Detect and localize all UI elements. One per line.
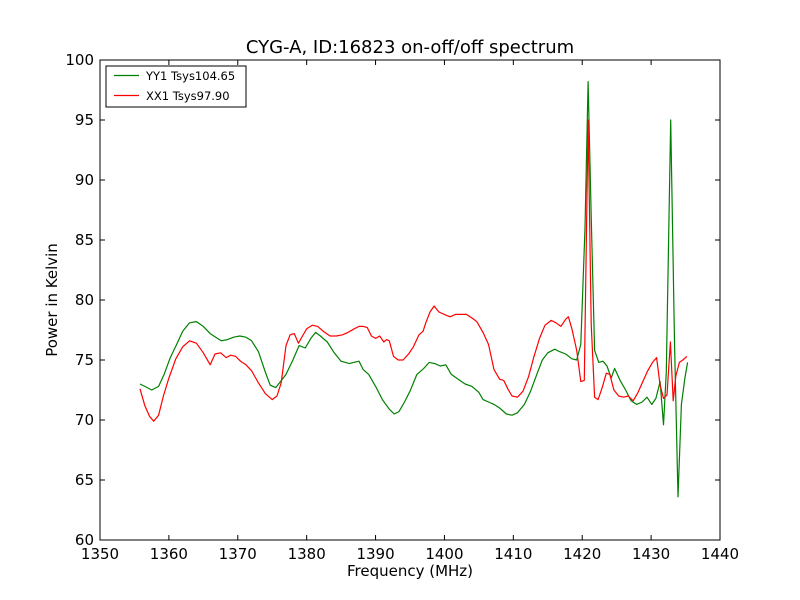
x-tick-label: 1440 — [701, 545, 739, 563]
legend-label-yy1: YY1 Tsys104.65 — [145, 69, 235, 83]
y-axis-label: Power in Kelvin — [43, 243, 61, 357]
x-tick-label: 1410 — [494, 545, 532, 563]
x-tick-label: 1390 — [356, 545, 394, 563]
y-tick-label: 100 — [65, 51, 94, 69]
x-tick-label: 1380 — [288, 545, 326, 563]
legend-box — [105, 65, 247, 108]
x-tick-label: 1400 — [425, 545, 463, 563]
y-tick-label: 85 — [75, 231, 94, 249]
legend-label-xx1: XX1 Tsys97.90 — [146, 89, 230, 103]
y-tick-label: 60 — [75, 531, 94, 549]
chart-title: CYG-A, ID:16823 on-off/off spectrum — [246, 37, 574, 58]
x-axis-label: Frequency (MHz) — [347, 562, 473, 580]
x-tick-label: 1420 — [563, 545, 601, 563]
y-tick-label: 80 — [75, 291, 94, 309]
plot-lines — [139, 80, 689, 498]
plot-area-frame — [99, 59, 721, 541]
y-tick-label: 65 — [75, 471, 94, 489]
axis-ticks: 1350 1360 1370 1380 1390 1400 1410 1420 1430 1440… — [65, 51, 739, 563]
legend: YY1 Tsys104.65 XX1 Tsys97.90 — [105, 65, 247, 108]
y-tick-label: 90 — [75, 171, 94, 189]
y-tick-label: 75 — [75, 351, 94, 369]
x-tick-label: 1370 — [219, 545, 257, 563]
x-tick-label: 1350 — [81, 545, 119, 563]
y-tick-label: 95 — [75, 111, 94, 129]
x-tick-label: 1430 — [632, 545, 670, 563]
series-line-yy1 — [139, 80, 689, 498]
series-line-xx1 — [139, 119, 688, 422]
x-tick-label: 1360 — [150, 545, 188, 563]
y-tick-label: 70 — [75, 411, 94, 429]
